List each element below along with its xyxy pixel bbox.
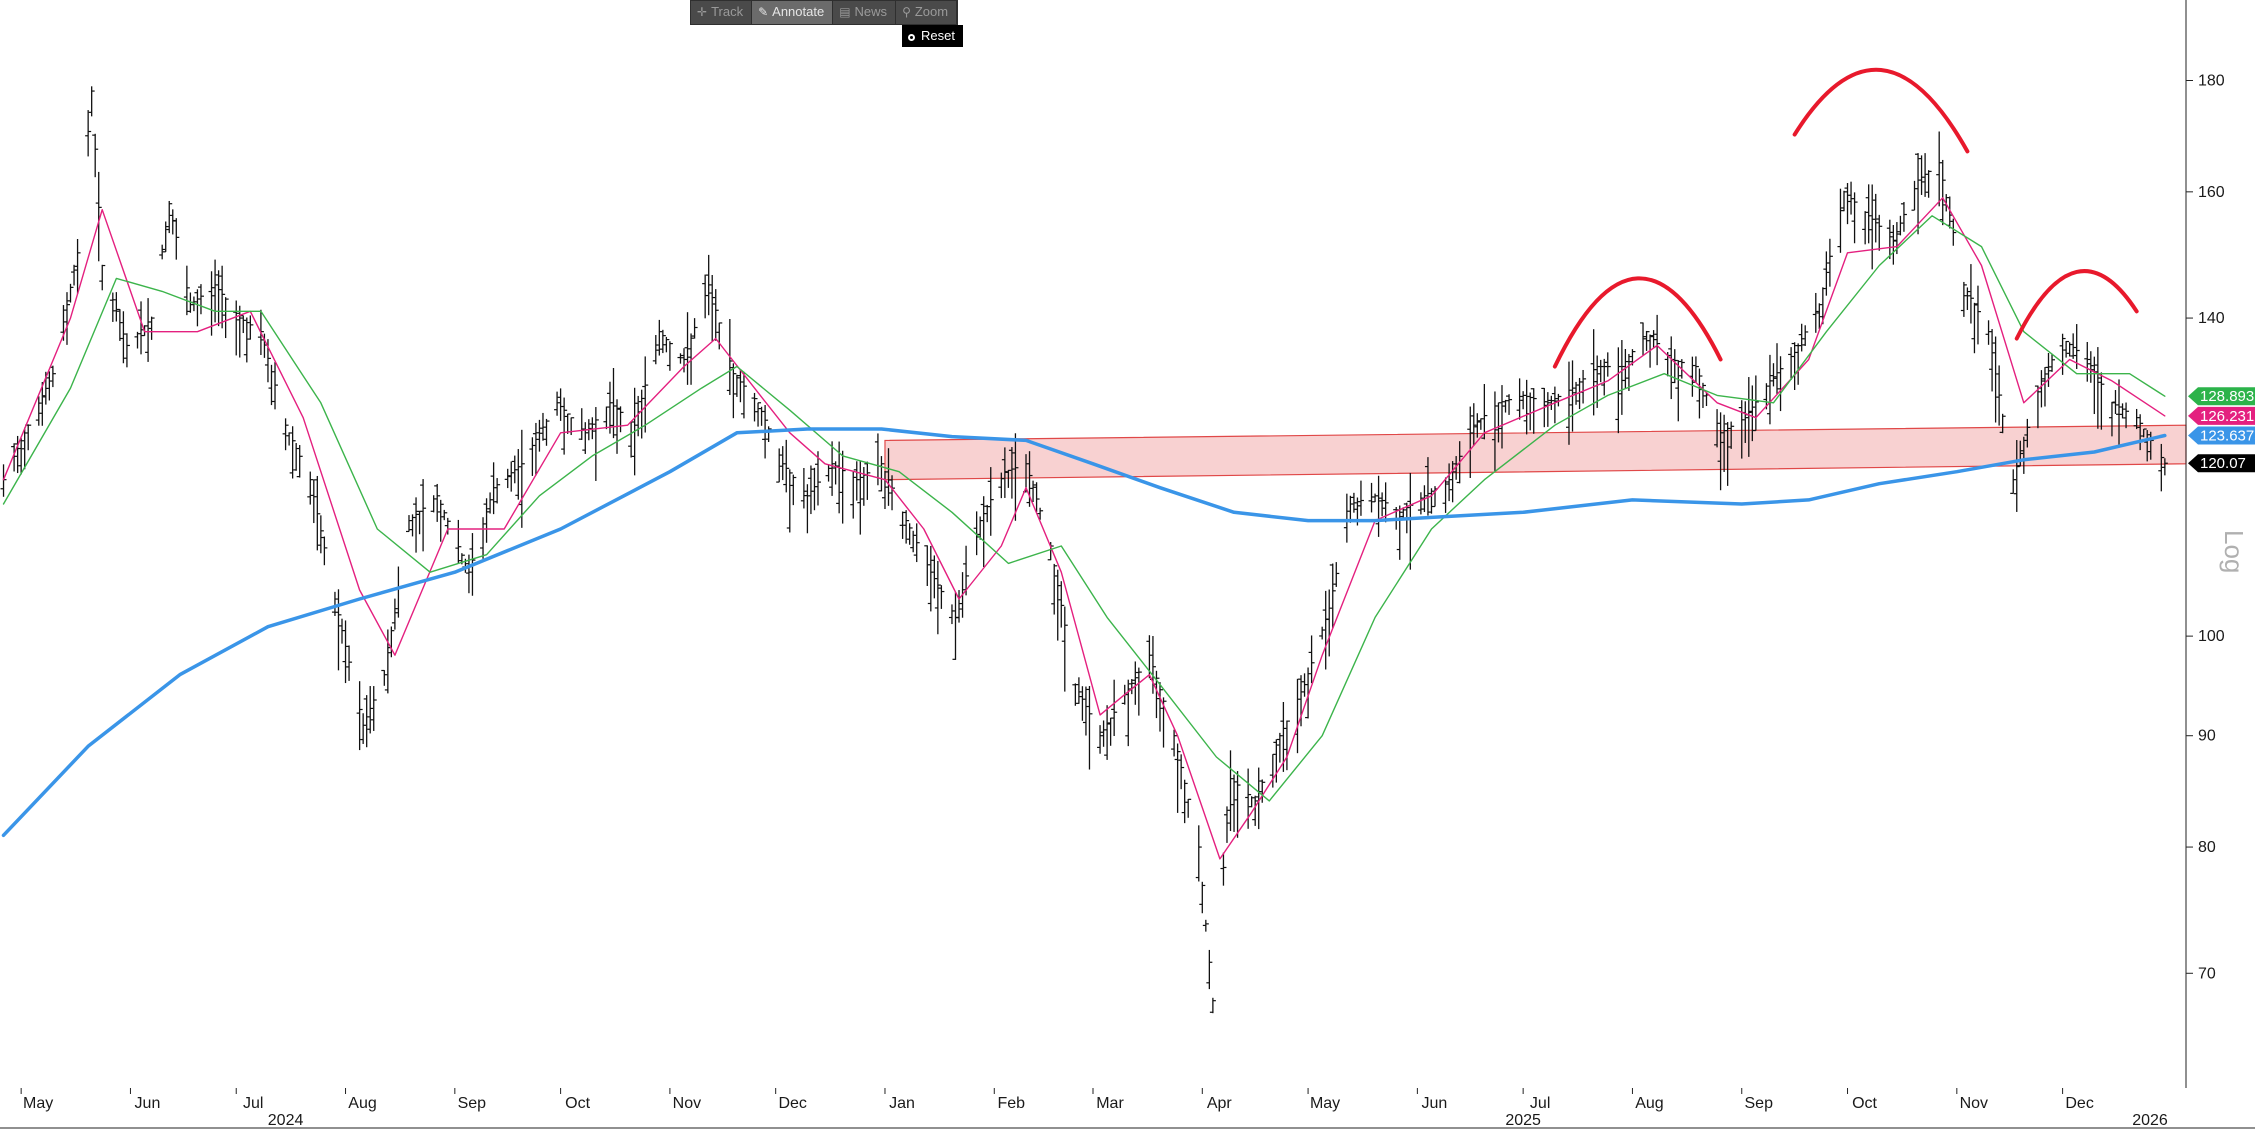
pencil-icon: ✎ (758, 5, 769, 19)
value-badge-label: 128.893 (2200, 388, 2254, 405)
x-year-label: 2025 (1505, 1112, 1541, 1129)
value-badge-label: 123.6375 (2200, 428, 2255, 445)
value-badge-label: 126.231 (2200, 408, 2254, 425)
x-tick-label: Jul (243, 1095, 263, 1112)
x-tick-label: Nov (1960, 1095, 1988, 1112)
x-tick-label: May (1310, 1095, 1340, 1112)
x-tick-label: Jun (1421, 1095, 1447, 1112)
x-tick-label: Jan (889, 1095, 915, 1112)
y-tick-label: 100 (2198, 628, 2225, 645)
value-badge[interactable] (2188, 426, 2255, 445)
x-tick-label: Dec (2065, 1095, 2093, 1112)
reset-button[interactable]: Reset (902, 25, 963, 47)
support-zone-annotation[interactable] (884, 424, 2187, 481)
x-tick-label: Sep (1745, 1095, 1774, 1112)
value-badges: 128.893 126.231 123.6375 120.07 (2188, 387, 2255, 473)
x-tick-label: Jun (135, 1095, 161, 1112)
value-badge-label: 120.07 (2200, 455, 2246, 472)
x-tick-label: Apr (1207, 1095, 1233, 1112)
y-tick-label: 90 (2198, 728, 2216, 745)
x-tick-label: May (23, 1095, 53, 1112)
log-scale-label[interactable]: Log (2219, 530, 2249, 573)
arc-annotation[interactable] (2014, 269, 2139, 341)
x-tick-label: Jul (1530, 1095, 1550, 1112)
crosshair-icon: ✛ (697, 5, 708, 19)
track-label: Track (711, 4, 744, 19)
x-tick-label: Oct (1852, 1095, 1877, 1112)
short-ma-line[interactable] (2, 197, 2166, 860)
x-tick-label: Mar (1096, 1095, 1124, 1112)
reset-icon (908, 34, 915, 41)
annotate-button[interactable]: ✎ Annotate (752, 1, 834, 24)
x-year-label: 2024 (268, 1112, 304, 1129)
x-tick-label: Oct (565, 1095, 590, 1112)
y-tick-label: 70 (2198, 965, 2216, 982)
price-bars (0, 86, 2168, 1014)
news-label: News (854, 4, 888, 19)
y-tick-label: 160 (2198, 184, 2225, 201)
x-tick-label: Aug (1635, 1095, 1663, 1112)
value-badge[interactable] (2188, 454, 2255, 473)
reset-label: Reset (921, 28, 955, 43)
chart-toolbar: ✛ Track ✎ Annotate ▤ News ⚲ Zoom (690, 0, 959, 25)
y-tick-label: 180 (2198, 72, 2225, 89)
x-year-label: 2026 (2132, 1112, 2168, 1129)
arc-annotation[interactable] (1552, 276, 1723, 369)
y-tick-label: 80 (2198, 839, 2216, 856)
annotate-label: Annotate (772, 4, 825, 19)
medium-ma-line[interactable] (2, 215, 2166, 802)
x-tick-label: Aug (348, 1095, 376, 1112)
arc-annotation[interactable] (1792, 67, 1970, 154)
zoom-button[interactable]: ⚲ Zoom (896, 1, 958, 24)
news-button[interactable]: ▤ News (833, 1, 897, 24)
long-ma-line[interactable] (1, 427, 2167, 838)
news-icon: ▤ (839, 5, 851, 19)
y-tick-label: 140 (2198, 310, 2225, 327)
x-tick-label: Dec (778, 1095, 806, 1112)
track-button[interactable]: ✛ Track (691, 1, 753, 24)
value-badge[interactable] (2188, 406, 2255, 425)
x-tick-label: Feb (997, 1095, 1025, 1112)
value-badge[interactable] (2188, 387, 2255, 406)
zoom-label: Zoom (914, 4, 949, 19)
x-tick-label: Sep (458, 1095, 487, 1112)
x-tick-label: Nov (673, 1095, 701, 1112)
magnifier-icon: ⚲ (902, 5, 911, 19)
plot-area[interactable] (0, 67, 2187, 1014)
